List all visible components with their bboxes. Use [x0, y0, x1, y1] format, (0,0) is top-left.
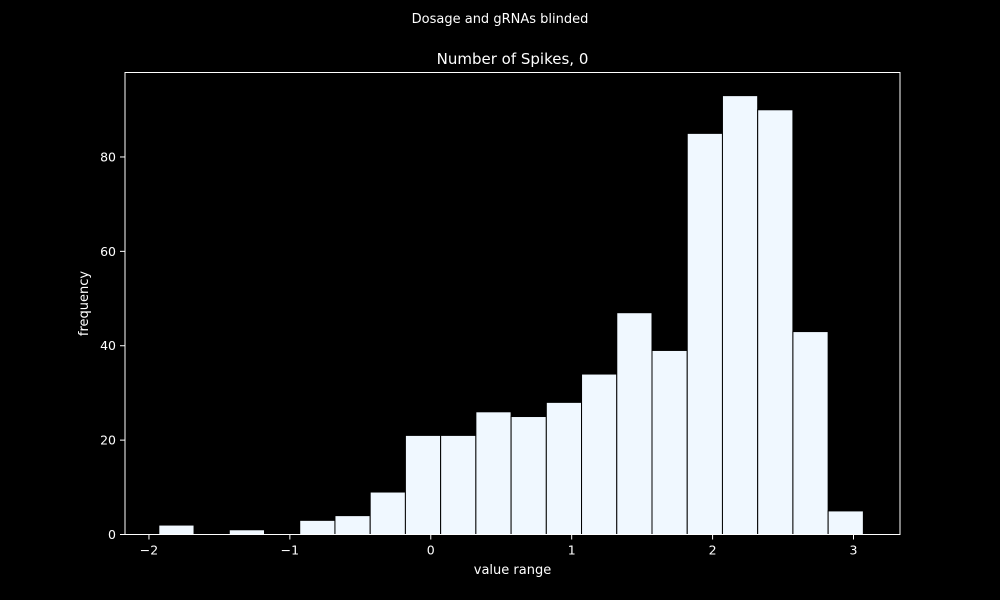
histogram-bar — [686, 132, 723, 535]
histogram-bar — [369, 491, 406, 535]
histogram-bar — [827, 510, 864, 535]
y-tick-label: 80 — [100, 149, 116, 164]
histogram-bar — [228, 529, 265, 535]
histogram-bar — [404, 434, 442, 535]
histogram-bar — [581, 373, 618, 535]
y-tick-label: 60 — [100, 244, 116, 259]
histogram-bar — [792, 331, 829, 535]
histogram-bar — [757, 109, 794, 536]
x-tick-label: 0 — [427, 543, 435, 558]
y-tick-label: 20 — [100, 433, 116, 448]
histogram-bar — [334, 515, 371, 535]
plot-area-frame — [124, 72, 901, 535]
histogram-bar — [440, 434, 477, 535]
y-axis-ticks: 0 20 40 60 80 — [100, 149, 125, 542]
histogram-bar — [545, 401, 583, 535]
histogram-bar — [299, 519, 336, 536]
x-tick-label: −2 — [140, 543, 158, 558]
x-axis-ticks: −2 −1 0 1 2 3 — [140, 534, 858, 558]
histogram-bar — [510, 416, 547, 535]
histogram-bar — [475, 411, 512, 536]
x-tick-label: 2 — [709, 543, 717, 558]
x-tick-label: 1 — [568, 543, 576, 558]
bar-group — [158, 95, 864, 536]
x-axis-label: value range — [474, 563, 551, 578]
x-tick-label: 3 — [850, 543, 858, 558]
y-tick-label: 40 — [100, 338, 116, 353]
y-tick-label: 0 — [108, 527, 116, 542]
histogram-bar — [158, 524, 195, 535]
figure-suptitle: Dosage and gRNAs blinded — [412, 12, 589, 27]
y-axis-label: frequency — [77, 271, 92, 337]
x-tick-label: −1 — [281, 543, 299, 558]
histogram-bar — [651, 349, 688, 535]
histogram-bar — [721, 95, 759, 535]
histogram-bar — [616, 312, 653, 535]
chart-title: Number of Spikes, 0 — [437, 50, 589, 68]
